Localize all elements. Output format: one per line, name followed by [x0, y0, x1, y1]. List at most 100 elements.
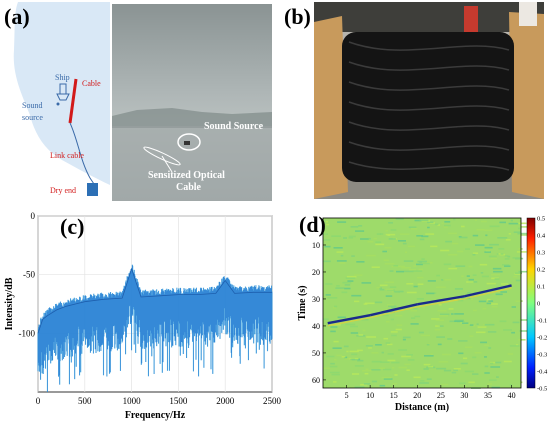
heatmap-noise: [383, 368, 392, 371]
heatmap-noise: [516, 251, 527, 253]
heatmap-noise: [473, 309, 477, 312]
heatmap-noise: [366, 336, 376, 338]
heatmap-noise: [396, 270, 404, 273]
heatmap-noise: [336, 285, 340, 287]
heatmap-noise: [458, 340, 468, 342]
heatmap-noise: [463, 357, 468, 360]
x-tick-label: 500: [78, 396, 92, 406]
heatmap-noise: [371, 352, 379, 354]
dry-end-box: [87, 183, 98, 196]
heatmap-noise: [437, 224, 440, 226]
y-tick-label: 0: [31, 211, 36, 221]
heatmap-noise: [476, 323, 479, 325]
heatmap-noise: [453, 218, 456, 221]
heatmap-noise: [350, 358, 355, 361]
heatmap-noise: [416, 235, 423, 237]
y-tick-label: 10: [312, 241, 320, 250]
heatmap-noise: [417, 276, 424, 279]
heatmap-noise: [379, 367, 386, 369]
deployment-map: Ship Cable Sound source Link cable Dry en…: [13, 2, 110, 196]
heatmap-noise: [435, 319, 445, 322]
heatmap-noise: [484, 229, 493, 231]
colorbar-tick-label: 0.5: [537, 216, 545, 223]
heatmap-noise: [504, 258, 510, 260]
heatmap-noise: [511, 306, 516, 308]
source-circle: [177, 133, 201, 151]
heatmap-noise: [434, 329, 441, 331]
waterfall-chart: 5 10 15 20 25 30 35 40 10 20 30 40 50 60 Distance (m) T…: [297, 216, 548, 414]
colorbar-tick-label: -0.5: [537, 386, 547, 393]
heatmap-noise: [496, 376, 499, 378]
spectrum-band: [37, 264, 273, 392]
heatmap-noise: [430, 353, 433, 355]
colorbar-tick-label: -0.1: [537, 318, 547, 325]
heatmap-noise: [340, 254, 344, 257]
heatmap-noise: [357, 349, 363, 352]
heatmap-noise: [323, 233, 328, 235]
heatmap-noise: [515, 272, 522, 274]
heatmap-noise: [444, 221, 451, 223]
heatmap-noise: [490, 362, 494, 365]
x-tick-label: 2500: [263, 396, 282, 406]
heatmap-noise: [379, 284, 388, 287]
heatmap-noise: [350, 325, 358, 328]
heatmap-noise: [404, 251, 408, 254]
heatmap-noise: [480, 220, 487, 223]
heatmap-noise: [424, 355, 434, 357]
heatmap-noise: [490, 303, 498, 305]
heatmap-noise: [421, 235, 429, 238]
heatmap-noise: [472, 325, 476, 327]
heatmap-noise: [330, 330, 336, 333]
heatmap-noise: [386, 311, 395, 313]
heatmap-noise: [379, 233, 384, 235]
x-tick-label: 10: [366, 391, 374, 400]
heatmap-noise: [389, 270, 394, 272]
heatmap-noise: [472, 253, 476, 256]
heatmap-noise: [508, 233, 511, 235]
heatmap-noise: [388, 238, 396, 240]
heatmap-noise: [423, 363, 431, 366]
heatmap-noise: [434, 292, 437, 294]
heatmap-noise: [333, 359, 337, 361]
heatmap-noise: [441, 353, 452, 356]
heatmap-noise: [392, 366, 395, 369]
heatmap-noise: [331, 324, 341, 326]
heatmap-noise: [474, 352, 482, 354]
heatmap-noise: [342, 281, 352, 284]
x-axis-label: Frequency/Hz: [125, 410, 186, 421]
heatmap-noise: [443, 263, 452, 266]
heatmap-noise: [325, 294, 331, 296]
heatmap-noise: [398, 349, 407, 351]
heatmap-noise: [376, 286, 381, 289]
heatmap-noise: [366, 254, 376, 257]
heatmap-noise: [412, 270, 423, 272]
heatmap-noise: [391, 334, 397, 337]
heatmap-noise: [487, 298, 491, 301]
heatmap-noise: [443, 369, 452, 372]
heatmap-noise: [480, 341, 487, 344]
x-tick-label: 2000: [216, 396, 235, 406]
panel-label-a: (a): [4, 4, 30, 29]
heatmap-noise: [385, 342, 391, 344]
heatmap-noise: [484, 356, 487, 358]
heatmap-noise: [387, 234, 391, 236]
heatmap-noise: [410, 323, 419, 325]
heatmap-noise: [462, 322, 469, 324]
heatmap-noise: [330, 326, 338, 328]
heatmap-noise: [386, 343, 393, 346]
heatmap-noise: [384, 288, 394, 291]
heatmap-noise: [513, 276, 518, 278]
heatmap-noise: [350, 226, 359, 228]
heatmap-noise: [325, 220, 328, 223]
heatmap-noise: [518, 339, 526, 341]
heatmap-noise: [380, 361, 390, 363]
heatmap-noise: [385, 295, 393, 297]
heatmap-noise: [331, 235, 341, 237]
colorbar-tick-label: 0.3: [537, 250, 545, 257]
heatmap-noise: [418, 331, 424, 334]
heatmap-noise: [497, 237, 508, 239]
heatmap-noise: [460, 362, 468, 365]
heatmap-noise: [358, 334, 364, 336]
heatmap-noise: [474, 219, 477, 221]
heatmap-noise: [512, 321, 520, 324]
